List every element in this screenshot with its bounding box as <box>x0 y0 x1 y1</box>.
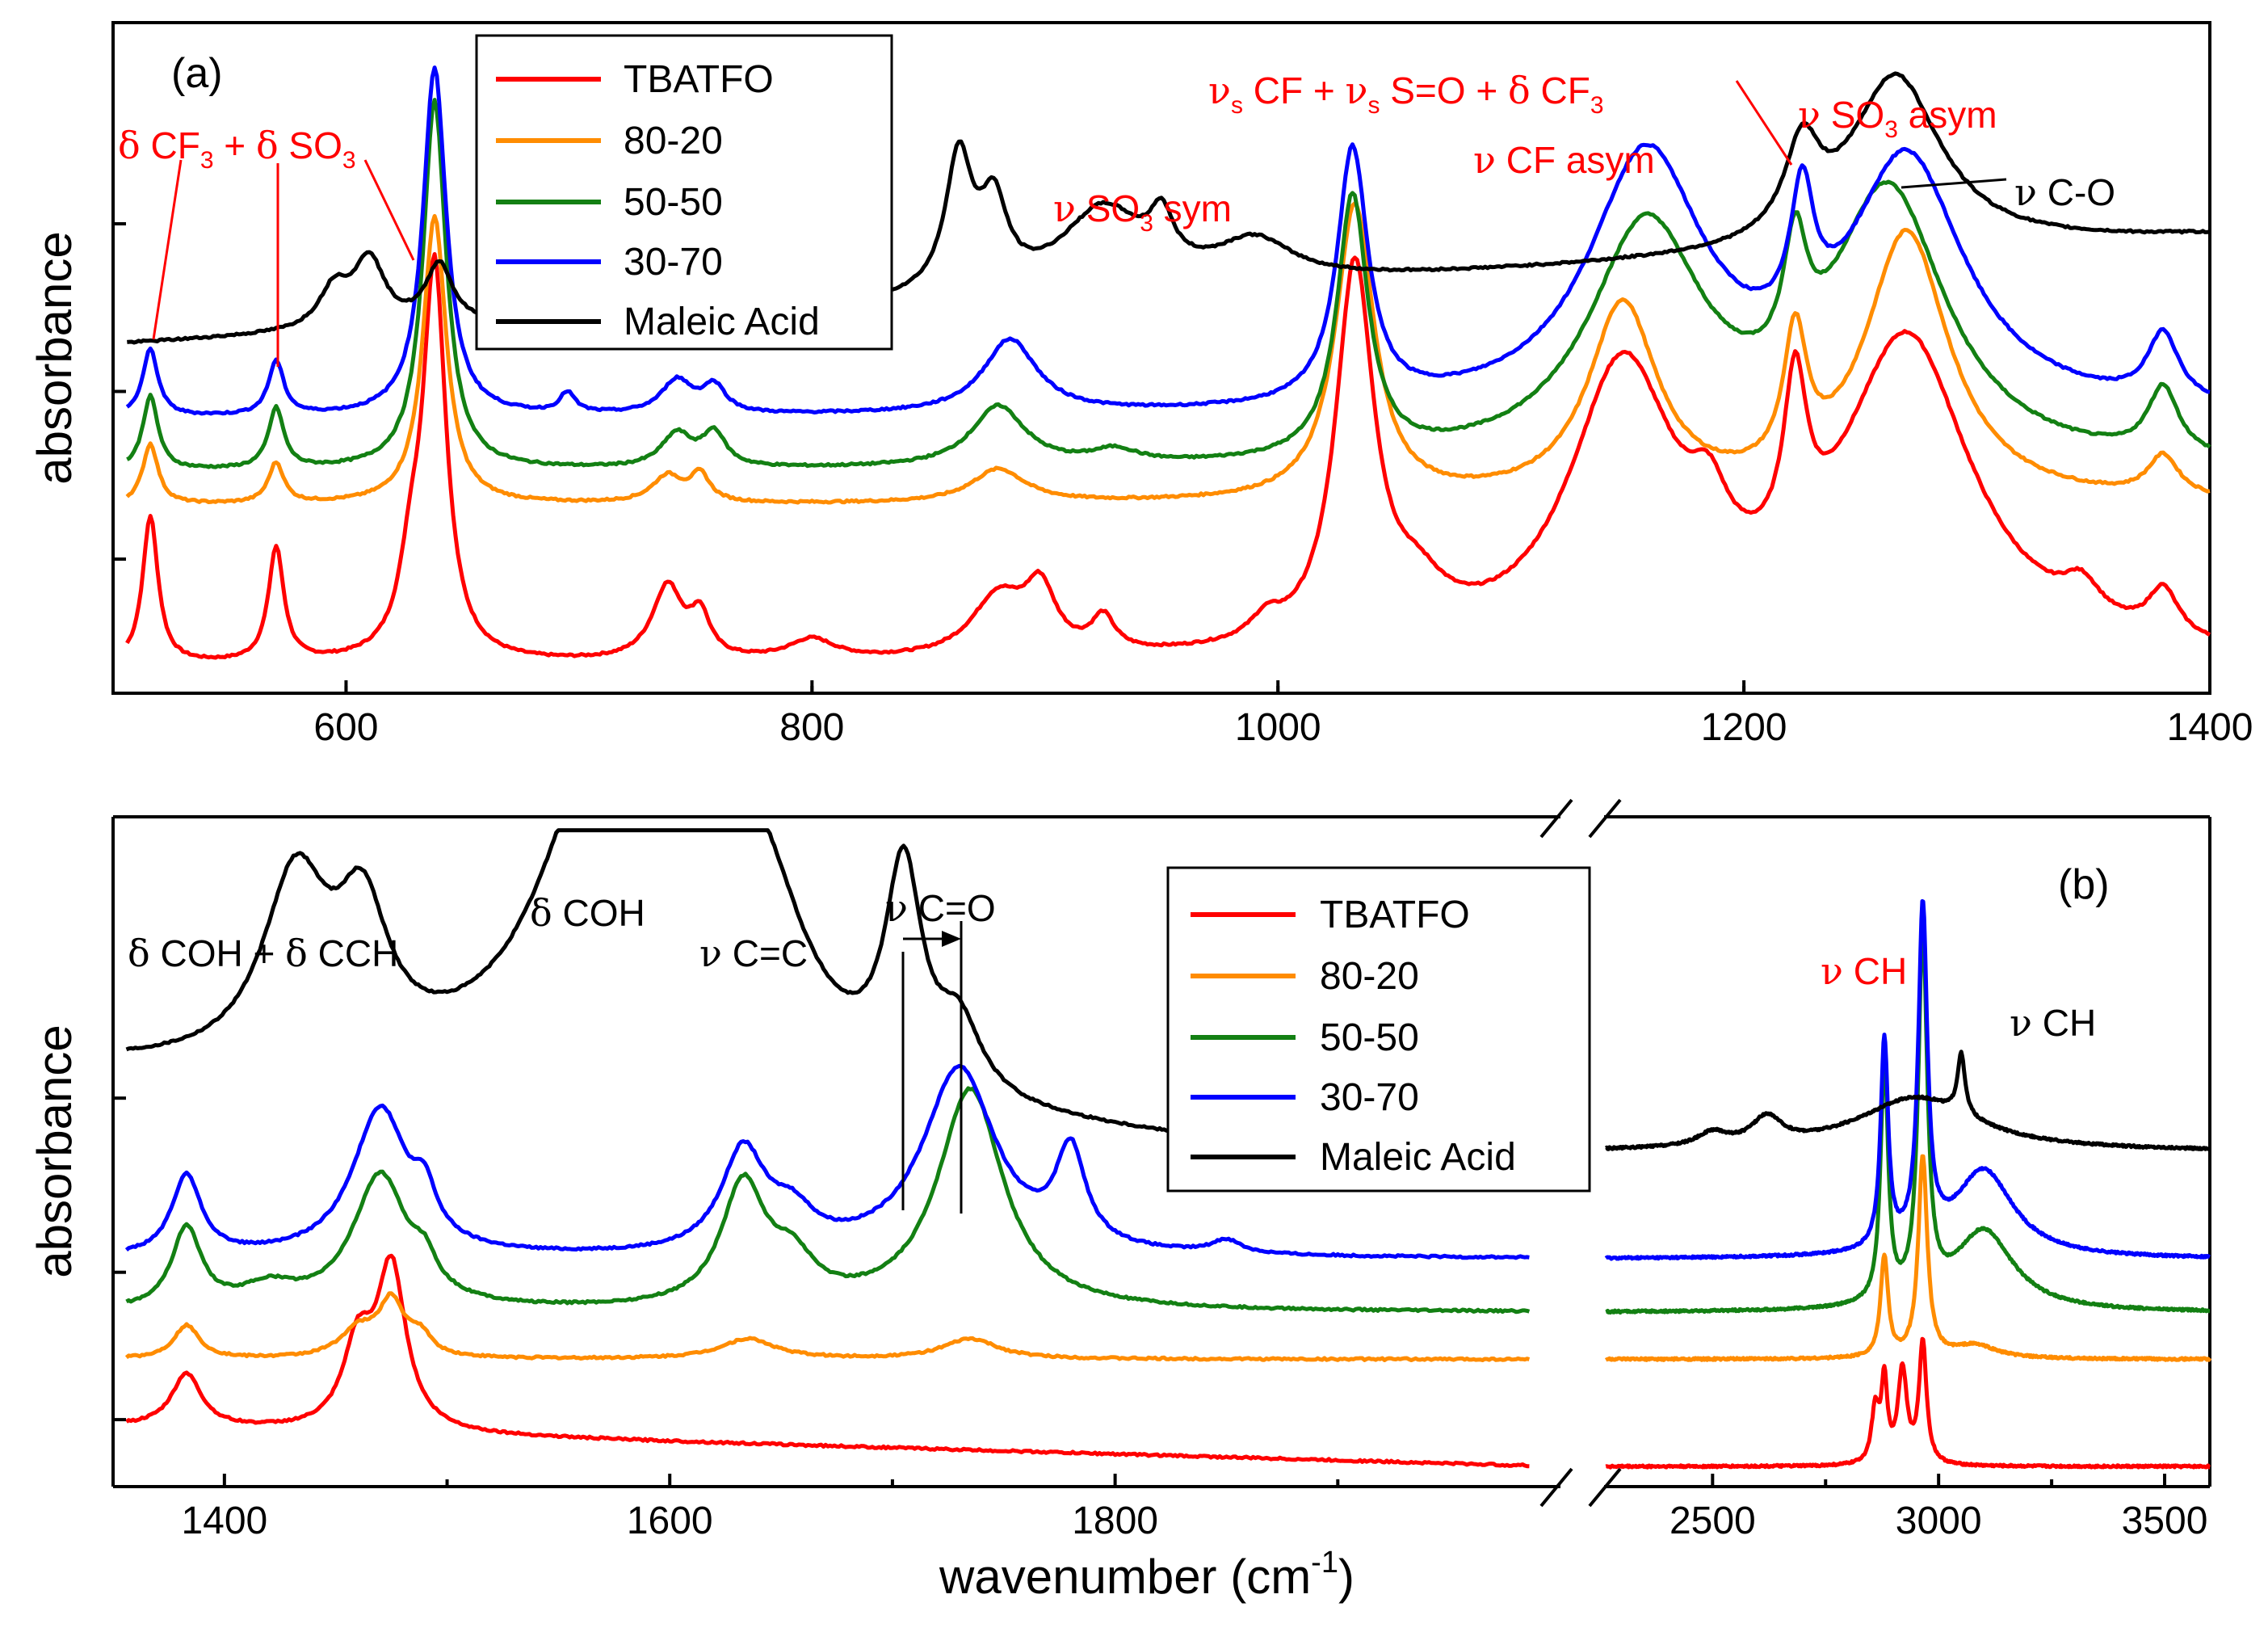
annot-so3-sym: ν SO3 sym <box>1053 187 1232 237</box>
x-tick-label-b1-1800: 1800 <box>1072 1500 1158 1542</box>
annot-co: ν C-O <box>2014 170 2115 214</box>
legend-b: TBATFO 80-20 50-50 30-70 Maleic Acid <box>1166 866 1591 1193</box>
x-tick-label-a-1000: 1000 <box>1235 706 1321 749</box>
legend-a-label-tbatfo: TBATFO <box>624 58 774 101</box>
annot-cf-asym: ν CF asym <box>1473 138 1655 182</box>
legend-b-label-30-70: 30-70 <box>1320 1076 1419 1119</box>
series-a-80-20 <box>125 201 2211 505</box>
x-tick-label-a-800: 800 <box>779 706 844 749</box>
x-axis-label: wavenumber (cm-1) <box>939 1546 1354 1604</box>
series-b1-50-50 <box>125 1086 1531 1315</box>
panel-a-frame <box>111 21 2211 695</box>
annot-dcoh-dcch: δ COH + δ CCH <box>128 932 398 975</box>
legend-a-label-maleic: Maleic Acid <box>624 301 820 343</box>
x-tick-label-a-600: 600 <box>313 706 378 749</box>
annotations-b: δ COH + δ CCH δ COH ν C=C ν C=O ν CH <box>128 886 2096 1214</box>
panel-a-curves <box>125 65 2211 660</box>
x-tick-label-b2-3000: 3000 <box>1896 1500 1982 1542</box>
legend-a-label-50-50: 50-50 <box>624 181 723 224</box>
annot-ch-black: ν CH <box>2010 1001 2096 1045</box>
panel-b-frame <box>111 798 2211 1508</box>
series-a-maleic-acid <box>127 71 2211 345</box>
x-tick-label-b2-2500: 2500 <box>1670 1500 1756 1542</box>
series-b2-80-20 <box>1604 1154 2212 1362</box>
legend-a-label-80-20: 80-20 <box>624 120 723 162</box>
legend-b-label-80-20: 80-20 <box>1320 955 1419 998</box>
annot-dcf3-dso3: δ CF3 + δ SO3 <box>118 124 356 174</box>
series-a-30-70 <box>125 65 2211 416</box>
annot-cc: ν C=C <box>699 932 808 975</box>
panel-a-label: (a) <box>171 50 223 97</box>
annotations-a: δ CF3 + δ SO3 ν SO3 sym νs CF + νs S=O +… <box>118 69 1997 367</box>
legend-a-label-30-70: 30-70 <box>624 241 723 284</box>
panel-b-label: (b) <box>2058 861 2110 908</box>
legend-b-label-50-50: 50-50 <box>1320 1016 1419 1059</box>
annot-so3-asym: ν SO3 asym <box>1798 93 1997 143</box>
series-b2-50-50 <box>1604 926 2211 1315</box>
x-tick-label-b1-1400: 1400 <box>181 1500 267 1542</box>
x-tick-label-a-1400: 1400 <box>2167 706 2253 749</box>
panel-a-ylabel: absorbance <box>27 231 82 485</box>
annot-c-o-double: ν C=O <box>885 886 996 930</box>
legend-b-label-maleic: Maleic Acid <box>1320 1136 1516 1179</box>
annot-vs-cf-so-cf3: νs CF + νs S=O + δ CF3 <box>1208 69 1604 119</box>
x-tick-label-a-1200: 1200 <box>1701 706 1787 749</box>
x-tick-label-b2-3500: 3500 <box>2122 1500 2208 1542</box>
annot-co-leader <box>1900 178 2007 189</box>
series-b1-30-70 <box>124 1063 1530 1260</box>
series-a-tbatfo <box>125 252 2211 660</box>
annot-dcoh: δ COH <box>530 891 645 935</box>
series-b2-30-70 <box>1604 898 2211 1261</box>
series-b2-tbatfo <box>1604 1336 2211 1470</box>
x-tick-label-b1-1600: 1600 <box>627 1500 713 1542</box>
panel-a-ticks: 600 800 1000 1200 1400 <box>113 222 2253 749</box>
series-b1-80-20 <box>124 1291 1531 1362</box>
legend-a: TBATFO 80-20 50-50 30-70 Maleic Acid <box>475 34 893 351</box>
legend-b-label-tbatfo: TBATFO <box>1320 894 1470 936</box>
panel-b-ticks: 1400 1600 1800 2500 3000 3500 <box>113 1096 2208 1542</box>
series-b2-maleic-acid <box>1604 1050 2211 1151</box>
annot-ch-red: ν CH <box>1821 949 1907 993</box>
series-b1-tbatfo <box>125 1253 1530 1469</box>
panel-b-ylabel: absorbance <box>27 1024 82 1278</box>
